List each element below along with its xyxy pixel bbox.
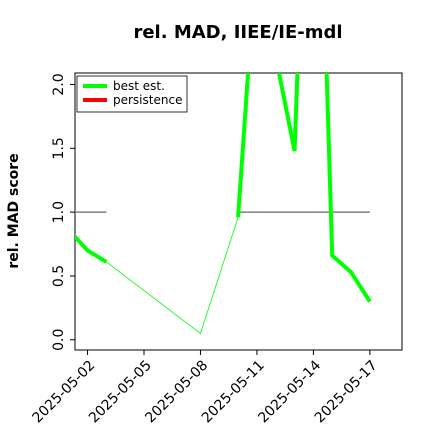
legend-label: persistence: [113, 93, 182, 107]
y-tick-label: 1.5: [51, 137, 67, 159]
y-tick-label: 0.0: [51, 329, 67, 351]
y-tick-label: 0.5: [51, 265, 67, 287]
y-tick-label: 1.0: [51, 201, 67, 223]
chart-title: rel. MAD, IIEE/IE-mdl: [133, 22, 342, 43]
legend-label: best est.: [113, 79, 165, 93]
y-tick-label: 2.0: [51, 73, 67, 95]
plot-area: [75, 73, 372, 335]
legend-box: [76, 75, 188, 113]
y-axis-label: rel. MAD score: [6, 153, 22, 268]
series-connector: [75, 73, 371, 335]
series-line: [75, 73, 372, 303]
